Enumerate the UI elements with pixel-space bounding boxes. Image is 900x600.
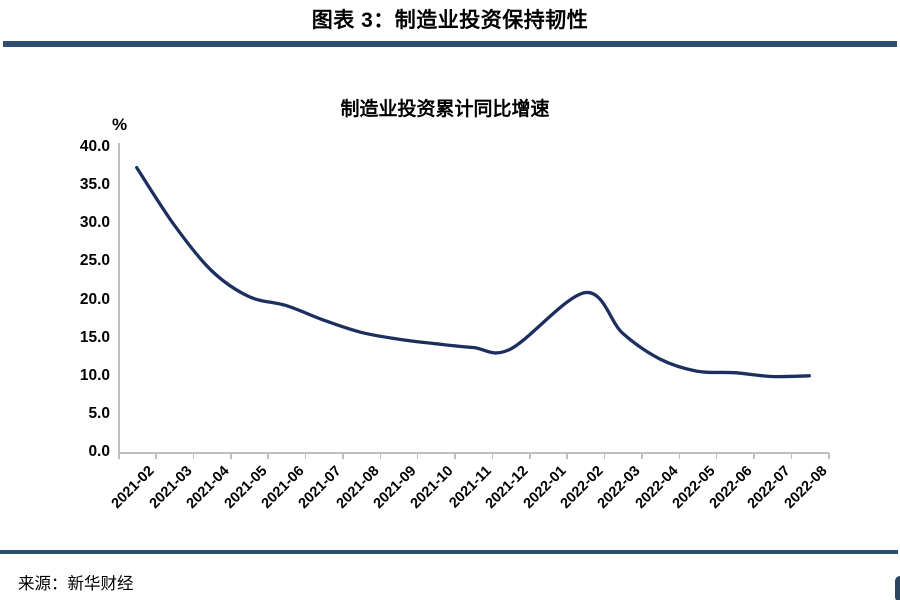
x-axis-tick	[230, 453, 232, 459]
y-tick-label: 35.0	[79, 176, 110, 194]
x-axis-tick	[304, 453, 307, 459]
x-axis-tick	[454, 453, 456, 459]
y-axis-unit-label: %	[112, 115, 128, 134]
x-axis-tick	[529, 453, 531, 459]
bottom-divider-bar	[0, 550, 898, 554]
x-axis-tick	[603, 453, 606, 459]
x-axis-tick	[678, 453, 681, 459]
page-title: 图表 3：制造业投资保持韧性	[311, 9, 589, 32]
x-axis-tick	[416, 453, 419, 459]
y-tick-label: 20.0	[79, 290, 110, 308]
x-axis-tick	[379, 453, 382, 459]
y-tick-label: 5.0	[88, 404, 110, 422]
top-divider-bar	[3, 41, 897, 47]
source-attribution: 来源：新华财经	[18, 574, 134, 593]
y-tick-label: 10.0	[79, 366, 110, 384]
x-axis-tick	[192, 453, 195, 459]
y-tick-label: 30.0	[79, 214, 110, 232]
y-tick-label: 40.0	[79, 138, 110, 155]
x-axis-tick	[715, 453, 718, 459]
y-tick-label: 0.0	[88, 443, 110, 460]
cropped-edge-artifact	[895, 576, 900, 600]
data-line-manufacturing-investment	[135, 165, 811, 379]
x-axis-tick	[342, 453, 344, 459]
x-axis-tick	[828, 453, 830, 459]
y-axis-line	[118, 143, 120, 453]
x-axis-tick	[267, 453, 269, 459]
x-axis-tick	[641, 453, 643, 459]
y-tick-label: 25.0	[79, 252, 110, 270]
x-axis-tick	[491, 453, 494, 459]
x-axis-line	[118, 452, 829, 454]
x-axis-tick	[566, 453, 568, 459]
x-axis-tick	[753, 453, 755, 459]
y-tick-label: 15.0	[79, 328, 110, 346]
x-axis-tick	[118, 453, 120, 459]
x-axis-tick	[155, 453, 157, 459]
chart-title: 制造业投资累计同比增速	[340, 99, 550, 120]
x-axis-tick	[790, 453, 793, 459]
